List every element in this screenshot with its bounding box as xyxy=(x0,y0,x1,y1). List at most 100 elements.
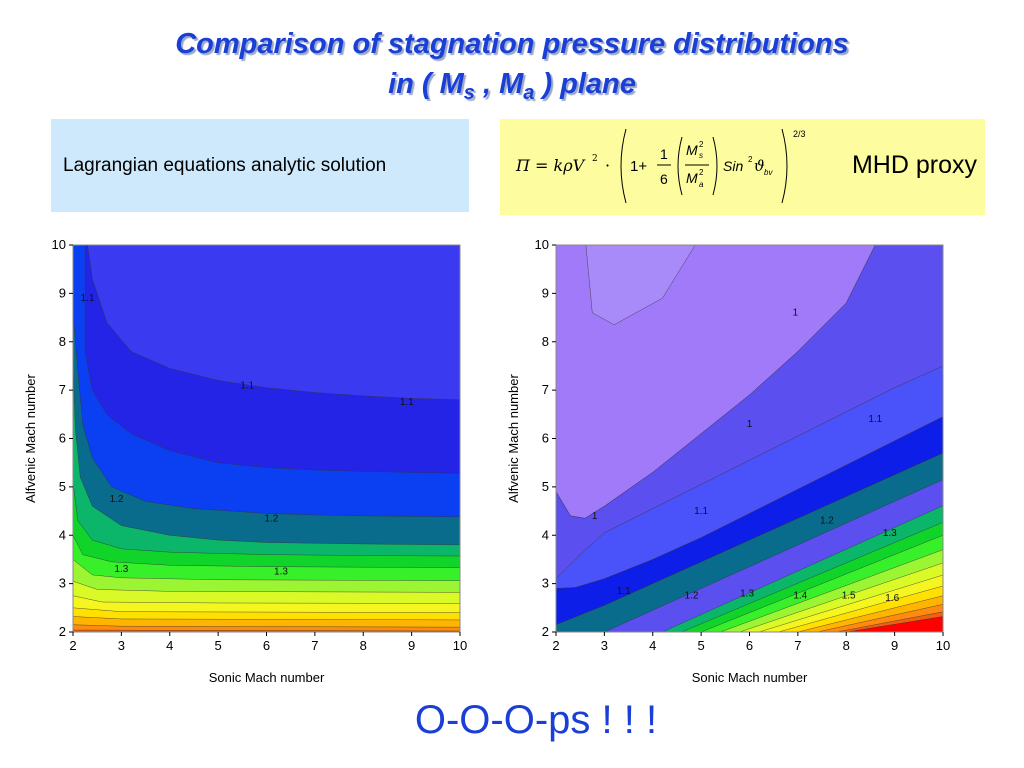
x-tick-label: 2 xyxy=(552,638,559,653)
lagrangian-label-box: Lagrangian equations analytic solution xyxy=(51,119,469,212)
title-sub-a: a xyxy=(523,82,535,104)
x-tick-label: 9 xyxy=(891,638,898,653)
mhd-proxy-box: Π = kρV 2 · 1+ 1 6 M 2 s M 2 a Sin 2 ϑ b… xyxy=(500,119,985,215)
mhd-formula: Π = kρV 2 · 1+ 1 6 M 2 s M 2 a Sin 2 ϑ b… xyxy=(515,128,806,204)
y-tick-label: 10 xyxy=(535,237,549,252)
contour-level-label: 1.1 xyxy=(617,586,631,597)
x-tick-label: 3 xyxy=(118,638,125,653)
formula-lhs: Π = kρV xyxy=(515,156,586,175)
formula-frac-den: 6 xyxy=(660,171,668,187)
contour-level-label: 1 xyxy=(793,308,799,319)
x-tick-label: 6 xyxy=(263,638,270,653)
x-tick-label: 4 xyxy=(649,638,656,653)
contour-level-label: 1.1 xyxy=(400,397,414,408)
formula-sin: Sin xyxy=(723,158,743,174)
formula-ms-sub: s xyxy=(699,151,703,160)
y-tick-label: 4 xyxy=(59,527,66,542)
y-tick-label: 3 xyxy=(59,576,66,591)
contour-level-label: 1.3 xyxy=(883,528,897,539)
contour-level-label: 1.2 xyxy=(264,513,278,524)
x-tick-label: 5 xyxy=(698,638,705,653)
y-tick-label: 2 xyxy=(59,624,66,639)
y-tick-label: 8 xyxy=(59,334,66,349)
contour-level-label: 1.2 xyxy=(684,591,698,602)
y-tick-label: 8 xyxy=(542,334,549,349)
contour-level-label: 1.2 xyxy=(110,494,124,505)
y-tick-label: 9 xyxy=(59,285,66,300)
formula-left-paren xyxy=(620,128,627,204)
contour-band-4 xyxy=(556,452,943,632)
x-tick-label: 7 xyxy=(311,638,318,653)
chart-lagrangian-contour: 2 3 4 5 6 7 8 9 10 2 3 4 5 6 7 8 9 10 Sonic Mach number Alf… xyxy=(23,237,467,685)
x-tick-label: 7 xyxy=(794,638,801,653)
contour-plot-area xyxy=(73,245,460,632)
formula-exp-2: 2 xyxy=(592,154,598,164)
x-axis-label: Sonic Mach number xyxy=(209,670,325,685)
y-tick-label: 6 xyxy=(59,431,66,446)
title-sub-s: s xyxy=(463,82,475,104)
mhd-proxy-label: MHD proxy xyxy=(851,151,977,179)
formula-ms-sup: 2 xyxy=(699,140,704,149)
formula-frac-num: 1 xyxy=(660,146,668,162)
y-tick-label: 7 xyxy=(542,382,549,397)
formula-inner-left-paren xyxy=(677,136,683,196)
contour-level-label: 1.2 xyxy=(820,516,834,527)
x-tick-label: 10 xyxy=(936,638,950,653)
contour-level-label: 1.4 xyxy=(793,591,807,602)
y-axis-label: Alfvenic Mach number xyxy=(23,374,38,503)
formula-outer-exp: 2/3 xyxy=(793,129,806,139)
title-part: in ( M xyxy=(388,68,464,100)
contour-level-label: 1.6 xyxy=(885,593,899,604)
formula-ms: M xyxy=(686,142,698,158)
page-title-line-1: Comparison of stagnation pressure distri… xyxy=(175,28,849,60)
contour-level-label: 1.3 xyxy=(114,564,128,575)
x-tick-label: 3 xyxy=(601,638,608,653)
title-part: , M xyxy=(474,68,524,100)
x-tick-label: 10 xyxy=(453,638,467,653)
formula-sin-sup: 2 xyxy=(748,155,753,164)
formula-ma: M xyxy=(686,170,698,186)
x-tick-label: 9 xyxy=(408,638,415,653)
formula-inner-right-paren xyxy=(712,136,718,196)
contour-stripe-11 xyxy=(846,616,943,632)
x-tick-label: 8 xyxy=(843,638,850,653)
y-tick-label: 2 xyxy=(542,624,549,639)
oops-caption: O-O-O-ps ! ! ! xyxy=(414,698,658,742)
contour-level-label: 1 xyxy=(592,511,598,522)
y-tick-label: 7 xyxy=(59,382,66,397)
contour-level-label: 1.5 xyxy=(842,591,856,602)
title-part: ) plane xyxy=(534,68,636,100)
formula-ma-sup: 2 xyxy=(699,168,704,177)
formula-dot: · xyxy=(605,156,610,175)
y-axis-label: Alfvenic Mach number xyxy=(506,374,521,503)
chart-mhd-contour: 2 3 4 5 6 7 8 9 10 2 3 4 5 6 7 8 9 10 Sonic Mach number Alf… xyxy=(506,237,950,685)
x-axis-label: Sonic Mach number xyxy=(692,670,808,685)
contour-level-label: 1.3 xyxy=(274,567,288,578)
contour-plot-area xyxy=(556,245,943,632)
formula-ma-sub: a xyxy=(699,180,704,189)
contour-band-lobe xyxy=(585,245,696,326)
x-tick-label: 5 xyxy=(215,638,222,653)
formula-right-paren xyxy=(781,128,788,204)
page-title-line-2: in ( Ms , Ma ) plane xyxy=(0,68,1024,105)
lagrangian-label: Lagrangian equations analytic solution xyxy=(63,155,387,176)
contour-level-label: 1.3 xyxy=(740,588,754,599)
y-tick-label: 5 xyxy=(542,479,549,494)
contour-level-label: 1.1 xyxy=(868,414,882,425)
x-tick-label: 6 xyxy=(746,638,753,653)
formula-one-plus: 1+ xyxy=(630,158,647,175)
x-tick-label: 8 xyxy=(360,638,367,653)
contour-level-label: 1.1 xyxy=(694,506,708,517)
formula-theta: ϑ xyxy=(754,157,765,175)
y-tick-label: 3 xyxy=(542,576,549,591)
y-tick-label: 6 xyxy=(542,431,549,446)
y-tick-label: 10 xyxy=(52,237,66,252)
y-tick-label: 5 xyxy=(59,479,66,494)
x-tick-label: 4 xyxy=(166,638,173,653)
contour-level-label: 1.1 xyxy=(240,380,254,391)
contour-level-label: 1.1 xyxy=(81,293,95,304)
y-tick-label: 4 xyxy=(542,527,549,542)
contour-level-label: 1 xyxy=(747,419,753,430)
y-tick-label: 9 xyxy=(542,285,549,300)
x-tick-label: 2 xyxy=(69,638,76,653)
